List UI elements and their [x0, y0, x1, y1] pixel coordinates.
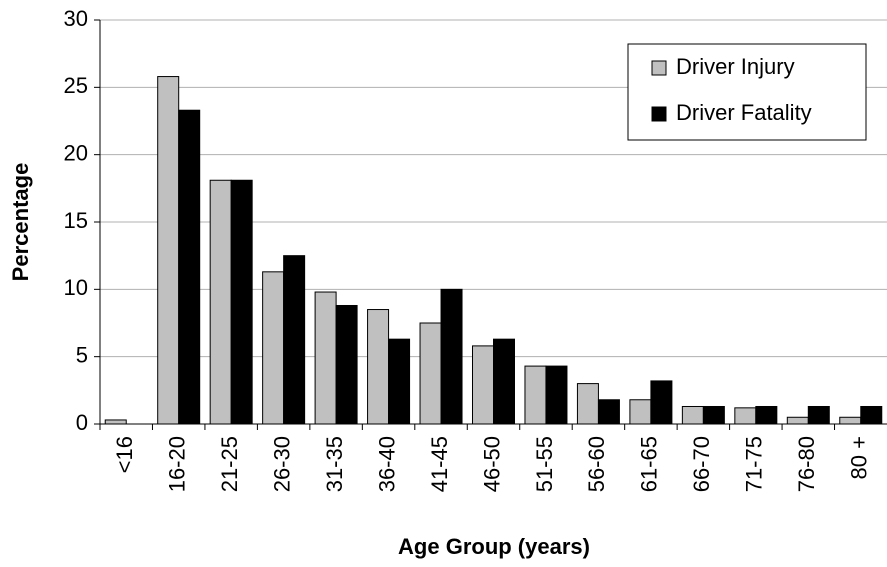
bar	[314, 291, 337, 425]
x-tick-label: 56-60	[584, 436, 609, 492]
y-tick-label: 30	[64, 6, 88, 31]
y-tick-label: 20	[64, 140, 88, 165]
y-tick-label: 25	[64, 73, 88, 98]
bar	[681, 405, 704, 425]
bar	[839, 416, 862, 425]
x-tick-label: 16-20	[165, 436, 190, 492]
bar	[493, 338, 515, 425]
bar	[702, 405, 725, 425]
bar	[786, 416, 809, 425]
x-tick-label: 80 +	[847, 436, 872, 479]
bar	[419, 322, 442, 425]
bar	[755, 405, 778, 425]
x-tick-label: 51-55	[532, 436, 557, 492]
legend-swatch	[651, 60, 667, 76]
x-tick-label: <16	[112, 436, 137, 473]
bar	[283, 255, 306, 425]
x-tick-label: 36-40	[374, 436, 399, 492]
x-tick-label: 71-75	[742, 436, 767, 492]
y-tick-label: 10	[64, 275, 88, 300]
legend-box	[627, 43, 867, 141]
bar	[157, 76, 180, 425]
bar	[472, 345, 494, 425]
legend-label: Driver Injury	[676, 54, 795, 79]
x-tick-label: 61-65	[637, 436, 662, 492]
bar	[629, 399, 652, 425]
bar	[367, 309, 390, 425]
x-tick-label: 21-25	[217, 436, 242, 492]
bar	[178, 109, 201, 425]
bar	[734, 407, 757, 425]
bar	[104, 419, 127, 425]
legend-label: Driver Fatality	[676, 100, 812, 125]
bar	[807, 405, 830, 425]
bar	[576, 383, 599, 425]
y-tick-label: 0	[76, 410, 88, 435]
bar	[650, 380, 673, 425]
x-tick-label: 76-80	[794, 436, 819, 492]
y-tick-label: 15	[64, 208, 88, 233]
x-tick-label: 31-35	[322, 436, 347, 492]
bar	[440, 288, 463, 425]
x-tick-label: 41-45	[427, 436, 452, 492]
x-tick-label: 46-50	[479, 436, 504, 492]
bar	[388, 338, 411, 425]
bar	[230, 179, 253, 425]
x-tick-label: 26-30	[269, 436, 294, 492]
bar	[209, 179, 232, 425]
x-tick-label: 66-70	[689, 436, 714, 492]
legend-swatch	[651, 106, 667, 122]
bar	[860, 405, 883, 425]
y-tick-label: 5	[76, 342, 88, 367]
bar	[545, 365, 568, 425]
bar	[335, 304, 358, 425]
bar	[597, 399, 620, 425]
y-axis-title: Percentage	[8, 163, 33, 282]
x-axis-title: Age Group (years)	[398, 534, 590, 559]
bar	[524, 365, 547, 425]
bar	[262, 271, 285, 425]
